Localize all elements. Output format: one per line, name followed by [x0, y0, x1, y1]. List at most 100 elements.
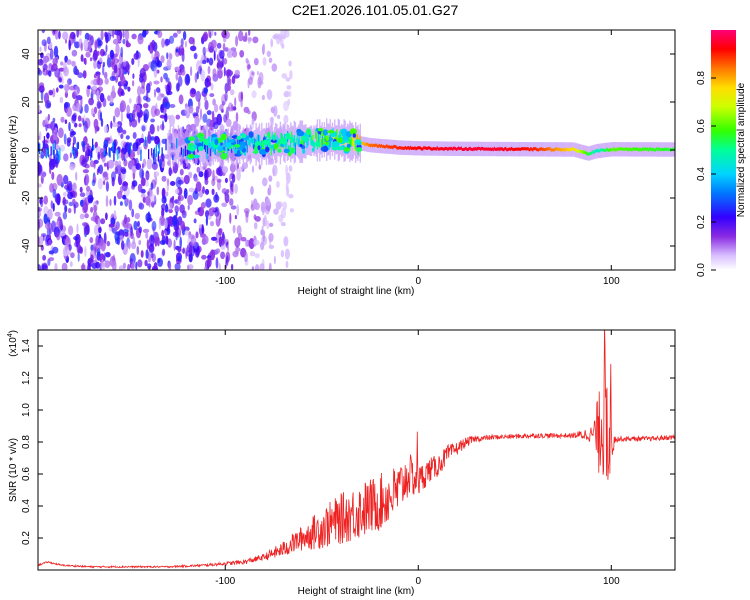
spectrogram-ridge-cell — [445, 146, 447, 150]
spectrogram-noise-cell — [88, 39, 92, 52]
spectrogram-ridge-cell — [72, 142, 74, 151]
spectrogram-ridge-cell — [599, 148, 601, 152]
spectrogram-ridge-cell — [507, 148, 509, 152]
spectrogram-noise-cell — [146, 239, 150, 250]
spectrogram-ridge-cell — [378, 143, 380, 147]
spectrogram-ridge-cell — [537, 148, 539, 152]
spectrogram-noise-cell — [219, 104, 224, 112]
spectrogram-ridge-cell — [538, 147, 541, 151]
spectrogram-noise-cell — [269, 117, 274, 122]
spectrogram-ridge-cell — [624, 147, 627, 151]
spectrogram-ridge-cell — [597, 149, 600, 153]
spectrogram-noise-cell — [164, 84, 168, 90]
spectrogram-x-tick-label: 100 — [603, 276, 620, 287]
spectrogram-ridge-cell — [450, 147, 452, 151]
spectrogram-noise-cell — [168, 208, 173, 214]
spectrogram-ridge-cell — [639, 147, 641, 151]
spectrogram-noise-cell — [158, 158, 162, 168]
spectrogram-ridge-cell — [279, 139, 281, 149]
snr-x-tick-label: 100 — [603, 576, 620, 587]
spectrogram-ridge-cell — [311, 136, 313, 142]
spectrogram-noise-cell — [87, 263, 91, 270]
spectrogram-noise-cell — [48, 89, 54, 96]
spectrogram-noise-cell — [91, 89, 98, 95]
spectrogram-noise-cell — [225, 118, 232, 128]
spectrogram-blob — [352, 133, 356, 138]
spectrogram-ridge-cell — [446, 147, 448, 151]
spectrogram-noise-cell — [97, 50, 100, 56]
spectrogram-ridge-cell — [417, 146, 419, 150]
spectrogram-noise-cell — [203, 31, 209, 42]
spectrogram-noise-cell — [268, 57, 273, 63]
spectrogram-noise-cell — [59, 231, 66, 237]
spectrogram-ridge-cell — [442, 147, 444, 151]
spectrogram-ridge-cell — [623, 147, 626, 151]
spectrogram-noise-cell — [69, 261, 73, 268]
spectrogram-noise-cell — [198, 171, 204, 178]
spectrogram-blob — [336, 146, 344, 151]
spectrogram-noise-cell — [240, 236, 247, 242]
spectrogram-noise-cell — [203, 95, 207, 102]
spectrogram-noise-cell — [87, 85, 91, 90]
spectrogram-ridge-cell — [382, 144, 384, 148]
spectrogram-noise-cell — [88, 34, 92, 41]
snr-series-line — [38, 330, 675, 569]
spectrogram-ridge-cell — [566, 147, 569, 151]
spectrogram-noise-cell — [132, 236, 136, 244]
spectrogram-noise-cell — [112, 260, 117, 270]
spectrogram-noise-cell — [224, 177, 228, 183]
spectrogram-noise-cell — [253, 222, 258, 230]
spectrogram-noise-cell — [140, 177, 146, 187]
snr-ylabel: SNR (10 * v/v) — [8, 438, 19, 502]
spectrogram-noise-cell — [54, 68, 61, 78]
spectrogram-ridge-cell — [425, 146, 427, 150]
spectrogram-ridge-cell — [529, 148, 531, 152]
spectrogram-ridge-cell — [171, 142, 173, 149]
spectrogram-noise-cell — [65, 84, 68, 95]
spectrogram-ridge-cell — [93, 144, 95, 150]
spectrogram-noise-cell — [96, 74, 101, 86]
spectrogram-ridge-cell — [454, 146, 456, 150]
spectrogram-ridge-cell — [278, 138, 280, 145]
spectrogram-noise-cell — [77, 115, 82, 122]
spectrogram-halo-cell — [313, 125, 315, 157]
spectrogram-noise-cell — [167, 115, 171, 120]
spectrogram-halo-cell — [294, 121, 297, 163]
spectrogram-ridge-cell — [206, 142, 209, 154]
spectrogram-noise-cell — [72, 136, 77, 145]
spectrogram-ridge-cell — [422, 147, 424, 151]
spectrogram-blob — [332, 141, 340, 148]
spectrogram-noise-cell — [68, 225, 74, 236]
spectrogram-ridge-cell — [532, 148, 534, 152]
spectrogram-noise-cell — [109, 75, 116, 82]
spectrogram-ridge-cell — [636, 147, 638, 151]
spectrogram-ridge-cell — [105, 147, 107, 154]
spectrogram-ridge-cell — [375, 143, 378, 147]
spectrogram-noise-cell — [251, 71, 255, 76]
spectrogram-ridge-cell — [153, 147, 156, 157]
spectrogram-halo-cell — [250, 126, 253, 163]
spectrogram-noise-cell — [140, 193, 146, 199]
spectrogram-ridge-cell — [371, 143, 373, 147]
spectrogram-ridge-cell — [424, 146, 426, 150]
spectrogram-halo-cell — [314, 127, 316, 155]
spectrogram-ridge-cell — [53, 149, 55, 161]
spectrogram-noise-cell — [131, 241, 137, 250]
spectrogram-noise-cell — [161, 175, 167, 182]
spectrogram-ridge-cell — [616, 148, 618, 152]
spectrogram-noise-cell — [206, 110, 212, 116]
spectrogram-noise-cell — [157, 257, 164, 267]
spectrogram-ridge-cell — [486, 147, 489, 151]
spectrogram-noise-cell — [133, 52, 140, 60]
spectrogram-noise-cell — [62, 196, 66, 206]
spectrogram-ridge-cell — [567, 148, 570, 152]
spectrogram-ridge-cell — [476, 147, 478, 151]
spectrogram-noise-cell — [84, 58, 87, 66]
spectrogram-ridge-cell — [484, 147, 487, 151]
spectrogram-noise-cell — [140, 250, 144, 258]
spectrogram-noise-cell — [145, 180, 149, 187]
spectrogram-ridge-cell — [595, 149, 598, 153]
spectrogram-ridge-cell — [401, 146, 404, 150]
spectrogram-noise-cell — [122, 38, 126, 45]
spectrogram-noise-cell — [268, 222, 274, 227]
